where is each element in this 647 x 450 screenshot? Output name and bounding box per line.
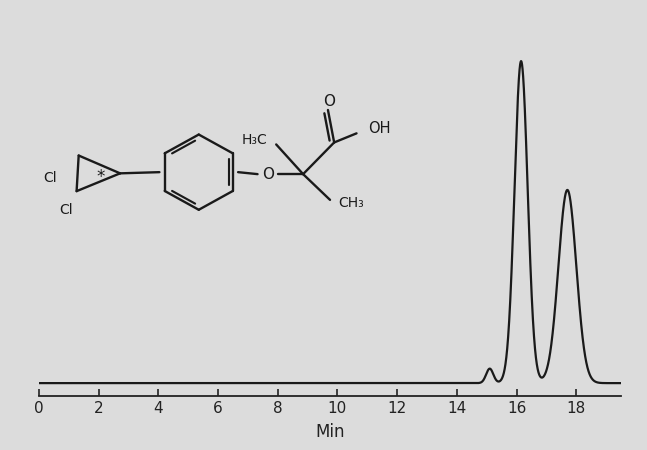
Text: OH: OH	[368, 121, 391, 136]
Text: *: *	[96, 168, 104, 186]
Text: CH₃: CH₃	[338, 196, 364, 210]
Text: H₃C: H₃C	[242, 133, 267, 147]
Text: Cl: Cl	[43, 171, 56, 185]
Text: Cl: Cl	[60, 203, 73, 217]
Text: O: O	[323, 94, 334, 109]
Text: O: O	[262, 166, 274, 182]
X-axis label: Min: Min	[315, 423, 345, 441]
